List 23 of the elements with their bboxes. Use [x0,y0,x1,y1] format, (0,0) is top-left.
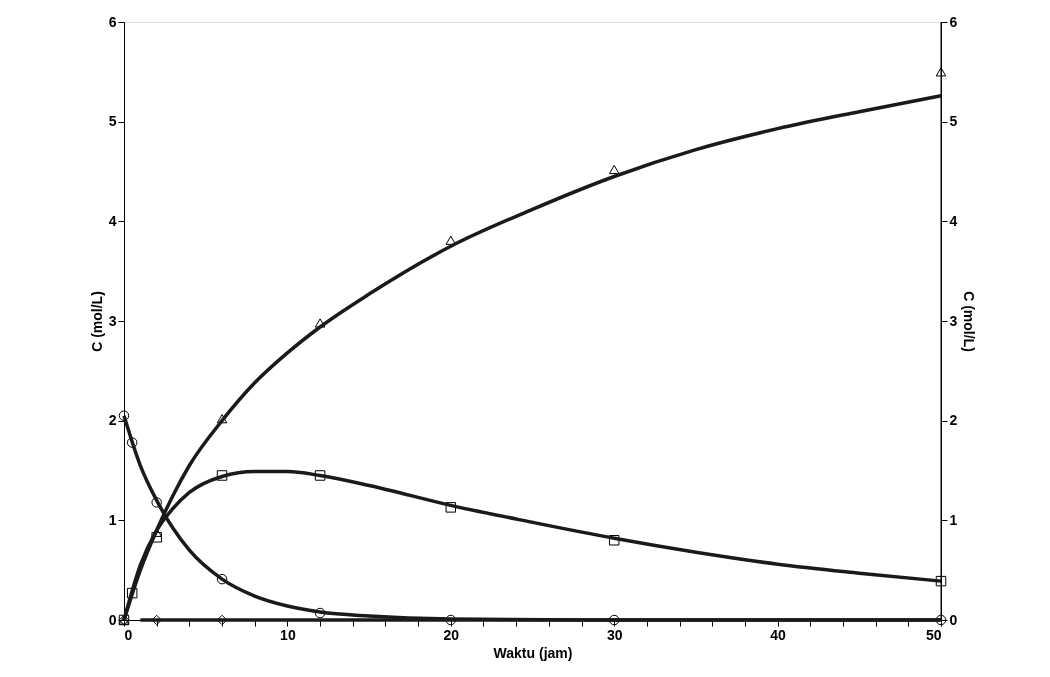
x-tick-label: 10 [280,626,296,643]
x-tick-label: 50 [925,626,942,643]
y2-tick-label: 3 [949,312,958,329]
y2-tick-label: 1 [949,511,958,528]
x-tick-label: 30 [606,626,623,643]
y-tick-label: 5 [108,113,117,130]
y2-tick-label: 0 [949,611,958,628]
y-tick-label: 0 [108,611,117,628]
y-tick-label: 1 [108,511,117,528]
x-tick-label: 20 [443,626,460,643]
x-tick-label: 0 [124,626,133,643]
y2-tick-label: 5 [949,113,958,130]
y-tick-label: 3 [108,312,117,329]
y-tick-label: 4 [108,212,117,229]
y2-tick-label: 6 [949,13,958,30]
y2-axis-title: C (mol/L) [961,291,978,352]
y2-tick-label: 2 [949,412,958,429]
x-axis-title: Waktu (jam) [493,644,573,661]
y-axis-title: C (mol/L) [88,291,105,352]
y-tick-label: 2 [108,412,117,429]
x-tick-label: 40 [770,626,787,643]
y-tick-label: 6 [108,13,117,30]
y2-tick-label: 4 [949,212,958,229]
